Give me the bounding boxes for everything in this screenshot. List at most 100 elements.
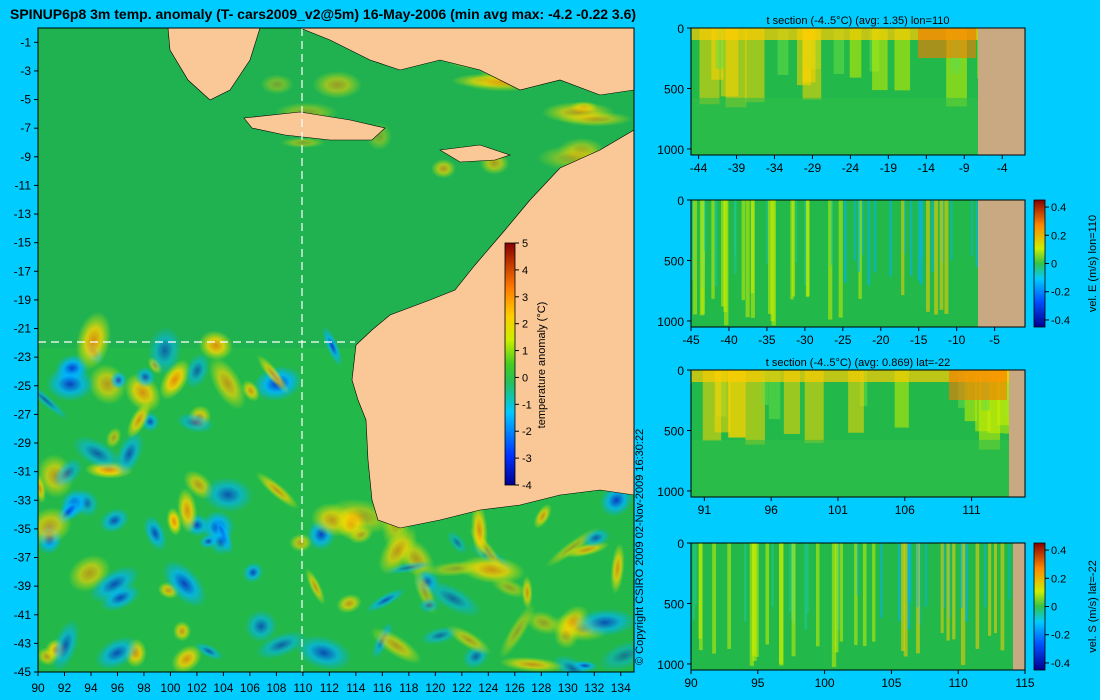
section-x-tick-label: -20 (872, 333, 890, 347)
section-y-tick-label: 0 (677, 22, 684, 36)
temperature-colorbar (504, 242, 516, 486)
velocity-colorbar (1033, 542, 1046, 671)
map-panel: 90 92 94 96 98 100 102 104 106 108 110 112 114 116 118… (14, 27, 635, 695)
colorbar-tick-label: 1 (522, 346, 528, 358)
section-x-tick-label: -39 (728, 161, 746, 175)
colorbar-tick-label: 4 (522, 265, 528, 277)
section-y-tick-label: 0 (677, 537, 684, 551)
velocity-colorbar-tick-label: -0.4 (1051, 315, 1070, 327)
section-x-tick-label: -34 (766, 161, 784, 175)
velocity-colorbar-tick-label: 0.2 (1051, 573, 1066, 585)
map-y-axis: -1 -3 -5 -7 -9 -11 -13 -15 -17 -19 -21 -23 -25 -27 -29… (14, 35, 38, 679)
velocity-colorbar-tick-label: 0.4 (1051, 545, 1066, 557)
section-x-tick-label: -24 (842, 161, 860, 175)
colorbar-label: temperature anomaly (°C) (536, 302, 548, 429)
section-y-tick-label: 1000 (657, 143, 684, 157)
map-x-tick-label: 92 (58, 681, 72, 695)
section-x-tick-label: 101 (828, 503, 848, 517)
section-x-tick-label: 111 (962, 503, 981, 517)
section-x-tick-label: -30 (796, 333, 814, 347)
map-y-tick-label: -29 (14, 436, 32, 450)
map-y-tick-label: -7 (20, 121, 31, 135)
colorbar-tick-label: -2 (522, 426, 532, 438)
section-x-tick-label: 106 (895, 503, 915, 517)
section-x-tick-label: -40 (720, 333, 738, 347)
map-x-tick-label: 98 (137, 681, 151, 695)
map-x-tick-label: 124 (478, 681, 498, 695)
map-x-tick-label: 116 (373, 681, 392, 695)
map-y-tick-label: -43 (14, 636, 32, 650)
map-x-axis: 90 92 94 96 98 100 102 104 106 108 110 112 114 116 118… (31, 672, 631, 695)
velocity-colorbar-label: vel. S (m/s) lat=-22 (1087, 560, 1099, 653)
section-y-tick-label: 500 (664, 424, 684, 438)
colorbar-tick-label: 2 (522, 319, 528, 331)
tsec-lat-panel: t section (-4..5°C) (avg: 0.869) lat=-22… (657, 357, 1026, 517)
map-x-tick-label: 112 (320, 681, 339, 695)
eddy-field (38, 50, 634, 672)
section-y-tick-label: 1000 (657, 658, 684, 672)
section-x-tick-label: -44 (690, 161, 708, 175)
section-x-tick-label: -9 (959, 161, 970, 175)
section-x-tick-label: 96 (764, 503, 778, 517)
section-x-tick-label: 91 (698, 503, 712, 517)
map-y-tick-label: -23 (14, 350, 32, 364)
section-x-tick-label: -10 (948, 333, 966, 347)
map-x-tick-label: 128 (531, 681, 551, 695)
map-y-tick-label: -11 (15, 178, 32, 192)
section-x-tick-label: 110 (949, 676, 968, 690)
colorbar-tick-label: -3 (522, 453, 532, 465)
tsec-lon-panel: t section (-4..5°C) (avg: 1.35) lon=110 -… (657, 15, 1026, 175)
velocity-colorbar-tick-label: 0.4 (1051, 202, 1066, 214)
colorbar-ticks: 5 4 3 2 1 0 -1 -2 -3 -4 (515, 238, 532, 492)
section-y-tick-label: 500 (664, 82, 684, 96)
section-x-tick-label: 90 (684, 676, 698, 690)
map-x-tick-label: 114 (346, 681, 365, 695)
section-x-tick-label: -25 (834, 333, 852, 347)
map-y-tick-label: -45 (14, 665, 32, 679)
section-y-tick-label: 500 (664, 254, 684, 268)
colorbar-tick-label: 0 (522, 372, 528, 384)
map-x-tick-label: 104 (213, 681, 233, 695)
figure-title: SPINUP6p8 3m temp. anomaly (T- cars2009_… (10, 6, 636, 22)
map-x-tick-label: 120 (425, 681, 445, 695)
section-title: t section (-4..5°C) (avg: 1.35) lon=110 (766, 15, 949, 27)
map-y-tick-label: -13 (14, 207, 32, 221)
map-y-tick-label: -27 (14, 407, 32, 421)
australia-land (351, 129, 634, 529)
section-land (978, 200, 1025, 327)
map-x-tick-label: 90 (31, 681, 45, 695)
map-y-tick-label: -17 (14, 264, 32, 278)
map-x-tick-label: 118 (399, 681, 418, 695)
velocity-colorbar-tick-label: 0 (1051, 602, 1057, 614)
map-y-tick-label: -25 (14, 379, 32, 393)
section-y-tick-label: 0 (677, 364, 684, 378)
section-y-tick-label: 1000 (657, 315, 684, 329)
velocity-colorbar-label: vel. E (m/s) lon=110 (1087, 215, 1099, 312)
section-land (978, 28, 1025, 155)
map-y-tick-label: -5 (20, 93, 31, 107)
vsec-lat-panel: 90 95 100 105 110 115 0 500 1000 0.4 0.2 0 -0.2 -0.4 v… (657, 537, 1099, 690)
section-land (1009, 370, 1025, 497)
map-x-tick-label: 108 (266, 681, 286, 695)
section-x-tick-label: -19 (880, 161, 898, 175)
map-x-tick-label: 132 (584, 681, 604, 695)
map-x-tick-label: 106 (240, 681, 260, 695)
map-y-tick-label: -9 (20, 150, 31, 164)
section-x-tick-label: 105 (881, 676, 901, 690)
section-x-tick-label: -29 (804, 161, 822, 175)
map-x-tick-label: 122 (452, 681, 472, 695)
map-y-tick-label: -33 (14, 493, 32, 507)
colorbar-tick-label: -1 (522, 399, 532, 411)
section-x-tick-label: -15 (910, 333, 928, 347)
section-y-tick-label: 1000 (657, 485, 684, 499)
vsec-lon-panel: -45 -40 -35 -30 -25 -20 -15 -10 -5 0 500 1000 0.4 0.2… (657, 194, 1099, 347)
section-title: t section (-4..5°C) (avg: 0.869) lat=-22 (766, 357, 950, 369)
map-x-tick-label: 134 (611, 681, 631, 695)
map-y-tick-label: -31 (14, 465, 32, 479)
section-x-tick-label: -45 (682, 333, 700, 347)
section-x-tick-label: 95 (751, 676, 765, 690)
map-y-tick-label: -1 (20, 35, 31, 49)
velocity-colorbar-tick-label: 0.2 (1051, 230, 1066, 242)
map-x-tick-label: 94 (84, 681, 98, 695)
